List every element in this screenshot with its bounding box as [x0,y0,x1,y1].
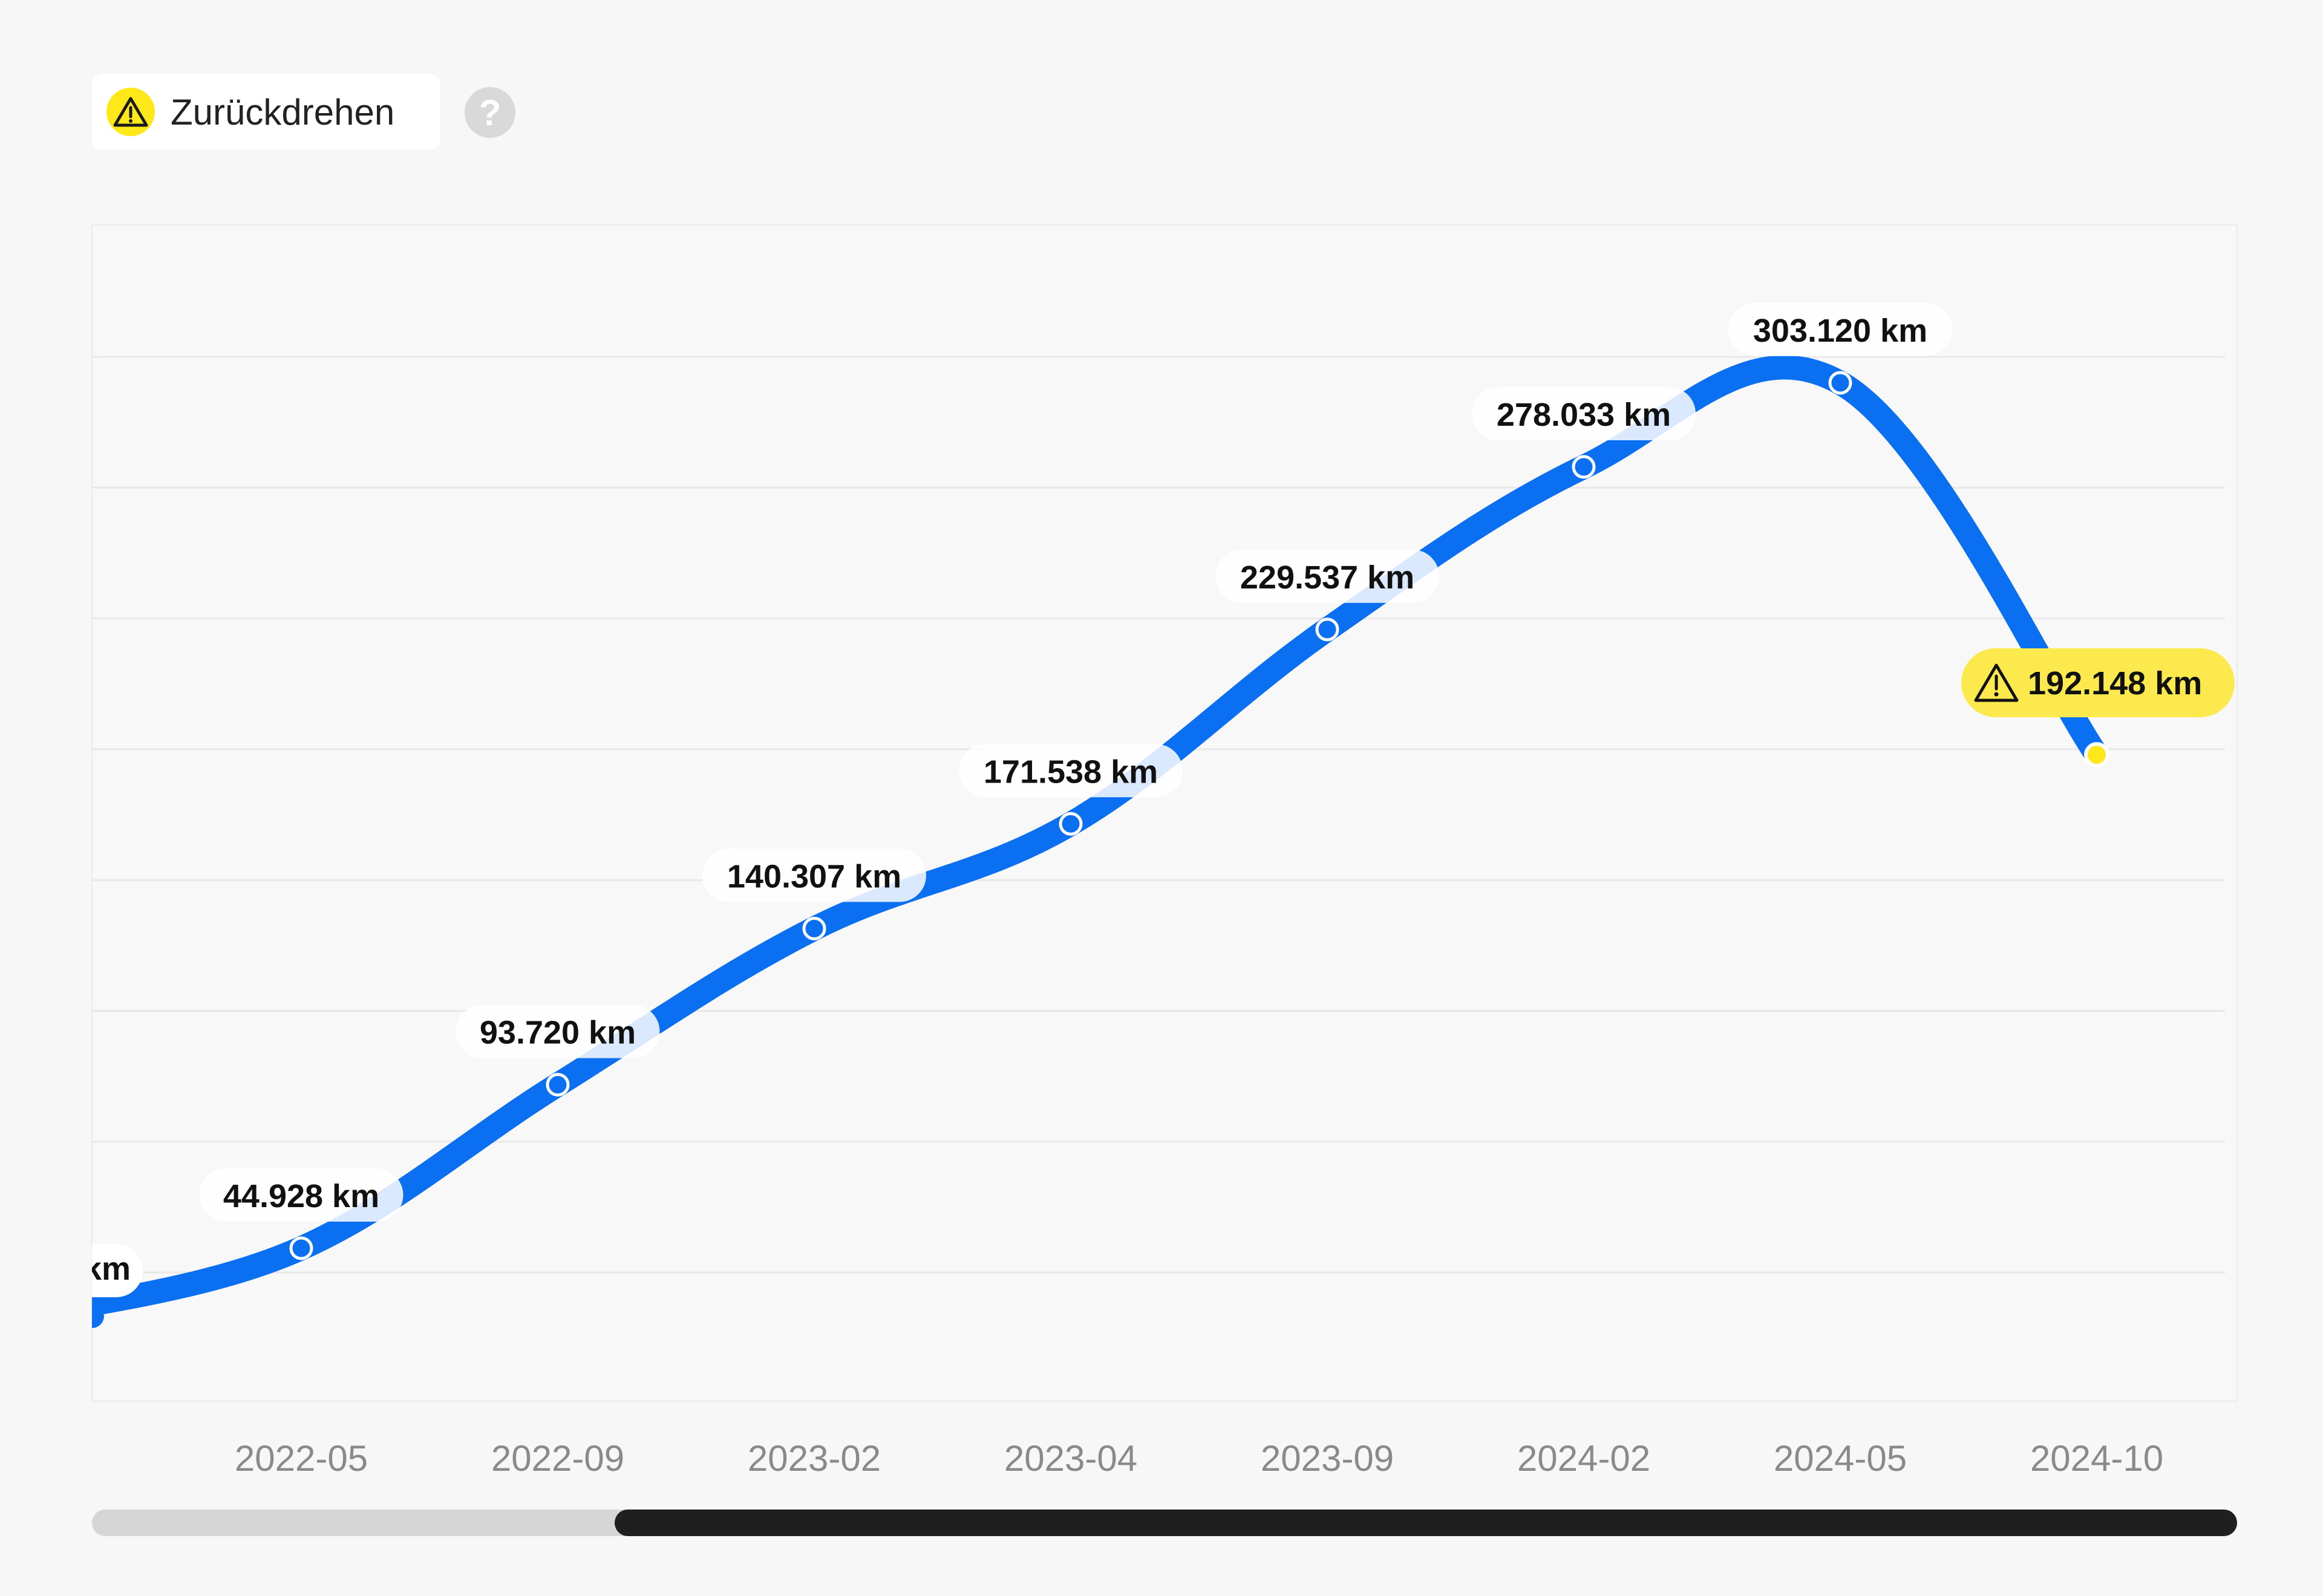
data-point[interactable] [1315,617,1339,642]
data-point[interactable] [1828,371,1852,395]
plot-area [91,224,2238,1402]
data-point[interactable] [1059,812,1083,836]
data-label: 192.148 km [2028,665,2202,702]
data-label-bg [456,1005,660,1058]
partial-label-bg [92,1244,143,1297]
x-tick-label-partial: 03 [25,1438,65,1479]
x-tick-label: 2023-04 [1004,1438,1137,1479]
data-label-bg [199,1168,404,1222]
data-label-bg [1728,303,1952,356]
partial-data-label: km [83,1244,143,1297]
data-label: 93.720 km [480,1015,636,1051]
warning-data-point[interactable] [2084,742,2109,768]
x-tick-label: 2024-02 [1517,1438,1650,1479]
data-label: 44.928 km [223,1178,379,1214]
data-point[interactable] [802,916,826,940]
data-label: 171.538 km [984,754,1158,790]
x-tick-label: 2023-02 [748,1438,881,1479]
x-tick-label: 2023-09 [1261,1438,1394,1479]
data-label-bg [1215,549,1439,603]
data-label: 303.120 km [1753,313,1927,349]
x-tick-label: 2024-05 [1774,1438,1907,1479]
chart-scrollbar-thumb[interactable] [615,1510,2237,1536]
x-tick-label: 2022-09 [491,1438,624,1479]
data-labels-layer: km 44.928 km 93.720 km 140.307 km 171.538 km… [83,303,2235,1297]
x-tick-label: 2024-10 [2030,1438,2163,1479]
grid [92,356,2225,1274]
warning-icon [1974,663,2019,702]
data-point[interactable] [546,1073,570,1097]
x-axis-ticks: 03 2022-05 2022-09 2023-02 2023-04 2023-09 202… [25,1438,2163,1479]
data-label-bg [702,848,926,902]
warning-label: Zurückdrehen [171,91,395,132]
data-point[interactable] [1572,455,1596,479]
data-point[interactable] [289,1236,313,1260]
rollback-warning-badge[interactable]: Zurückdrehen [92,74,440,150]
data-label-bg [959,744,1183,798]
question-icon[interactable]: ? [465,87,515,138]
warning-value-label-bg [1961,648,2235,717]
x-tick-label: 2022-05 [235,1438,368,1479]
data-label: 229.537 km [1240,559,1414,596]
help-glyph: ? [479,92,502,133]
partial-label-text: km [83,1251,131,1287]
data-label: 278.033 km [1497,397,1671,433]
warning-icon [106,88,155,136]
points-layer [289,371,2109,1260]
data-label-bg [1472,387,1696,441]
data-label: 140.307 km [727,858,901,894]
